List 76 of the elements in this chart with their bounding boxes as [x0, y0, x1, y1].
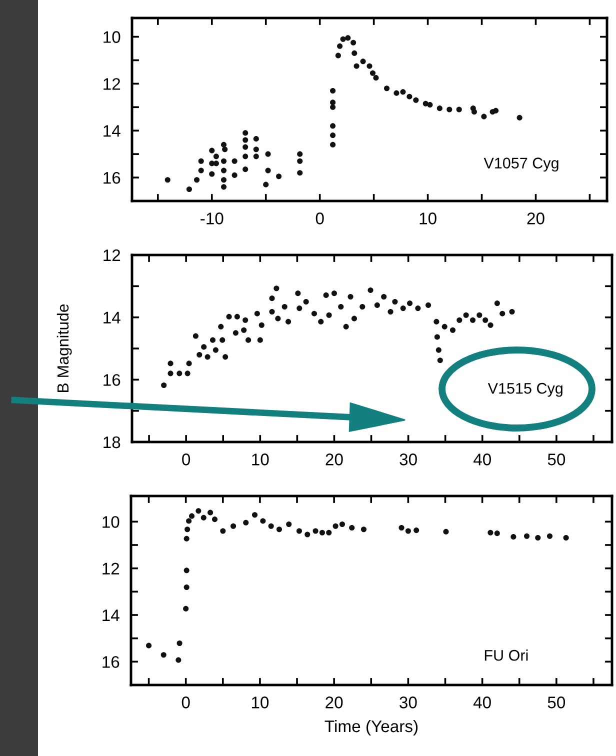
point [184, 526, 190, 532]
point [186, 518, 192, 524]
point [184, 568, 190, 574]
point [398, 524, 404, 531]
x-tick-label: 20 [527, 212, 544, 224]
y-tick-label: 10 [102, 516, 120, 528]
point [326, 530, 332, 536]
point [230, 523, 236, 529]
x-tick-label: 20 [326, 454, 343, 466]
y-tick-label: 16 [102, 656, 120, 668]
point [268, 523, 274, 529]
x-tick-label: 30 [400, 454, 417, 466]
annotation: FU Ori [484, 650, 528, 661]
y-tick-label: 14 [104, 125, 120, 137]
point [494, 530, 500, 536]
point [546, 533, 553, 539]
y-tick-label: 12 [104, 249, 120, 262]
annotation: V1057 Cyg [484, 158, 558, 172]
x-tick-label: 50 [548, 696, 566, 708]
point [200, 514, 206, 520]
x-tick-label: 40 [473, 696, 491, 708]
point [510, 534, 516, 540]
y-tick-label: 12 [104, 78, 120, 90]
x-axis-title: Time (Years) [324, 720, 418, 736]
point [304, 532, 310, 538]
point [220, 528, 226, 534]
y-tick-label: 14 [102, 610, 120, 622]
y-tick-label: 16 [104, 172, 120, 184]
x-tick-label: 0 [316, 212, 324, 224]
point [349, 524, 355, 531]
point [188, 513, 195, 519]
point [535, 534, 541, 541]
x-tick-label: 20 [326, 696, 343, 708]
point [296, 528, 302, 534]
point [524, 533, 530, 539]
point [184, 536, 190, 542]
point [252, 512, 258, 518]
y-tick-label: 12 [102, 562, 120, 574]
x-tick-label: 10 [252, 696, 269, 708]
point [276, 526, 282, 532]
point [360, 526, 366, 532]
point [183, 606, 189, 612]
y-tick-label: 18 [104, 436, 120, 448]
point [443, 528, 449, 534]
point [286, 521, 292, 528]
y-tick-label: 14 [104, 312, 120, 324]
x-tick-label: -10 [200, 212, 224, 224]
point [176, 657, 182, 663]
point [332, 523, 338, 529]
x-tick-label: 10 [420, 212, 436, 224]
x-tick-label: 0 [182, 454, 190, 466]
point [196, 508, 202, 514]
point [208, 510, 214, 516]
point [319, 530, 325, 536]
x-tick-label: 0 [182, 696, 190, 708]
annotation: V1515 Cyg [488, 382, 562, 397]
x-tick-label: 50 [548, 454, 566, 466]
y-tick-label: 10 [104, 31, 120, 43]
point [488, 530, 494, 536]
point [405, 528, 411, 534]
point [260, 518, 266, 524]
point [184, 584, 190, 590]
x-tick-label: 10 [252, 454, 269, 466]
point [243, 520, 249, 526]
point [312, 528, 318, 534]
x-tick-label: 40 [473, 454, 491, 466]
point [146, 642, 152, 648]
point [339, 521, 346, 528]
point [160, 652, 166, 658]
point [176, 640, 182, 646]
point [563, 534, 569, 541]
point [414, 528, 420, 534]
point [212, 516, 218, 522]
y-axis-title: B Magnitude [56, 304, 72, 392]
y-tick-label: 16 [104, 374, 120, 386]
x-tick-label: 30 [400, 696, 417, 708]
